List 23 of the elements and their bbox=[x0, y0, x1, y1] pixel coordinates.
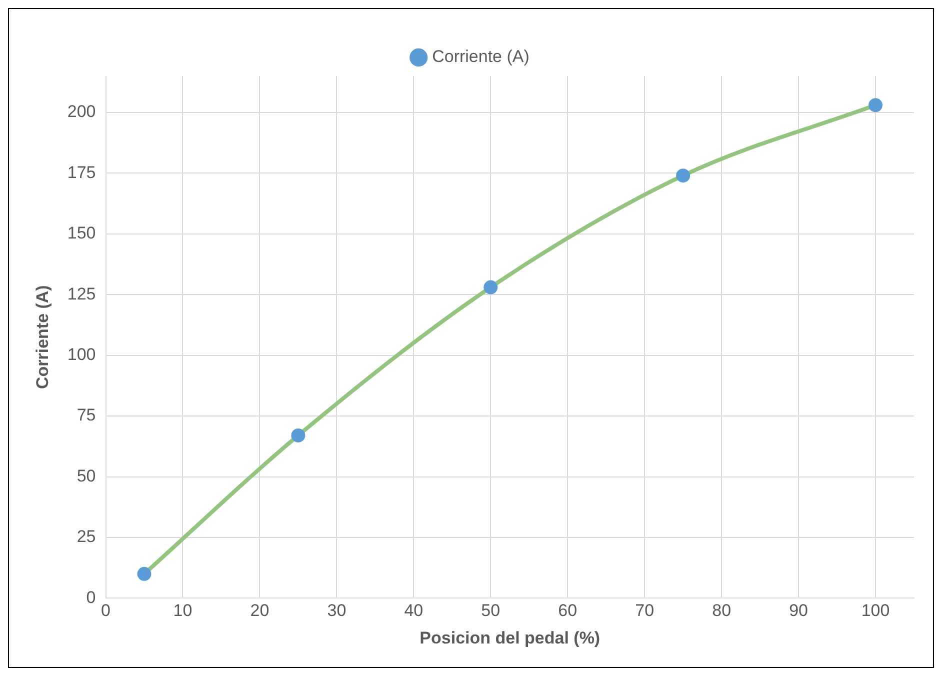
x-tick-label: 50 bbox=[481, 601, 500, 620]
y-tick-label: 25 bbox=[76, 527, 96, 546]
x-tick-label: 10 bbox=[173, 601, 192, 620]
x-tick-label: 30 bbox=[327, 601, 346, 620]
y-tick-label: 125 bbox=[67, 284, 96, 304]
y-tick-label: 50 bbox=[76, 466, 96, 486]
x-tick-label: 40 bbox=[404, 601, 424, 620]
x-tick-label: 90 bbox=[789, 601, 808, 620]
x-axis-title: Posicion del pedal (%) bbox=[420, 628, 600, 648]
x-tick-label: 100 bbox=[861, 601, 890, 620]
x-tick-label: 70 bbox=[635, 601, 654, 620]
y-tick-label: 200 bbox=[67, 102, 96, 122]
x-tick-label: 80 bbox=[712, 601, 732, 620]
y-tick-label: 100 bbox=[67, 345, 96, 364]
y-axis-title: Corriente (A) bbox=[32, 285, 52, 390]
legend-label: Corriente (A) bbox=[432, 47, 530, 66]
y-tick-label: 0 bbox=[86, 588, 96, 607]
y-tick-label: 175 bbox=[67, 162, 96, 182]
x-tick-label: 0 bbox=[101, 601, 110, 620]
x-tick-label: 60 bbox=[558, 601, 578, 620]
y-tick-label: 75 bbox=[76, 406, 96, 425]
x-tick-label: 20 bbox=[250, 601, 270, 620]
y-tick-label: 150 bbox=[67, 224, 96, 243]
